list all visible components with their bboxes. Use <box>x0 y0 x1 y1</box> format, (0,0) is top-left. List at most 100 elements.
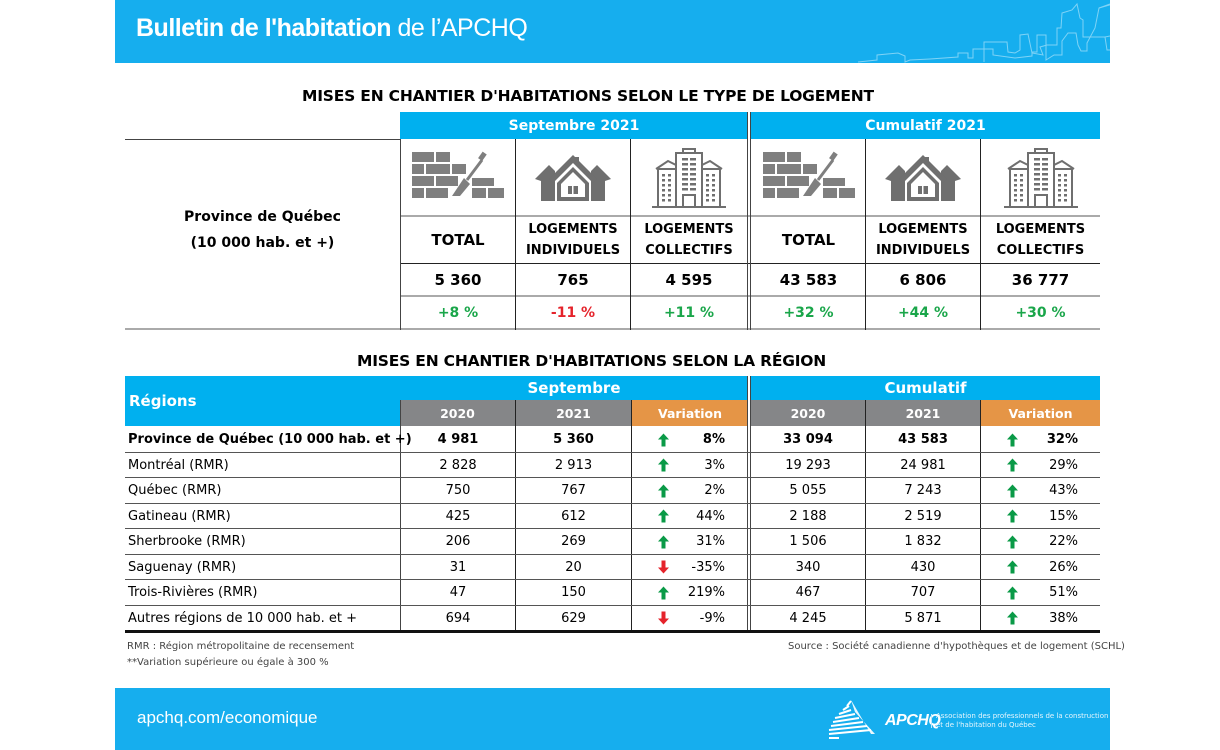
column-header-line1: LOGEMENTS <box>878 222 968 237</box>
rmr-note: RMR : Région métropolitaine de recenseme… <box>127 641 355 652</box>
arrow-up-icon <box>658 509 669 523</box>
website-link[interactable]: apchq.com/economique <box>137 708 318 727</box>
sept-2020-cell: 206 <box>445 534 471 550</box>
sept-2021-cell: 5 360 <box>553 432 594 448</box>
table2-title: MISES EN CHANTIER D'HABITATIONS SELON LA… <box>357 352 827 370</box>
cumul-variation-cell: 51% <box>981 580 1100 606</box>
cumul-variation-cell: 22% <box>981 529 1100 555</box>
column-header-line1: TOTAL <box>431 230 485 249</box>
sept-variation-value: 2% <box>704 483 725 499</box>
region-name: Gatineau (RMR) <box>128 508 231 524</box>
cumul-2020-cell: 33 094 <box>783 432 833 448</box>
sept-2020-cell: 425 <box>445 508 471 524</box>
row-divider <box>125 451 1100 453</box>
region-name: Saguenay (RMR) <box>128 559 237 575</box>
cumul-variation-value: 38% <box>1049 610 1078 626</box>
cumul-variation-value: 43% <box>1049 483 1078 499</box>
sept-2020-cell: 750 <box>445 483 471 499</box>
arrow-up-icon <box>1007 586 1018 600</box>
sept-variation-cell: -35% <box>632 555 747 581</box>
table1-title: MISES EN CHANTIER D'HABITATIONS SELON LE… <box>302 87 874 105</box>
sept-2021-cell: 612 <box>561 508 586 524</box>
cumul-2020-cell: 467 <box>795 585 821 601</box>
sept-variation-value: 3% <box>704 457 725 473</box>
value-cell: 36 777 <box>1011 270 1070 289</box>
value-cell: 765 <box>557 270 589 289</box>
column-header: TOTAL <box>752 217 865 263</box>
sept-variation-cell: 3% <box>632 453 747 479</box>
col-header-sept-variation: Variation <box>632 400 748 426</box>
arrow-up-icon <box>658 458 669 472</box>
logo-subtitle: Association des professionnels de la con… <box>936 712 1108 729</box>
title-bold-part: Bulletin de l'habitation <box>136 14 392 42</box>
column-header: TOTAL <box>401 217 515 263</box>
brick-wall-trowel-icon <box>401 140 515 215</box>
divider <box>630 139 631 330</box>
divider <box>515 139 516 330</box>
region-name: Trois-Rivières (RMR) <box>128 585 258 601</box>
group-header-cumulatif: Cumulatif <box>751 376 1100 400</box>
cumul-variation-value: 29% <box>1049 457 1078 473</box>
house-icon <box>516 140 630 215</box>
sept-2020-cell: 31 <box>449 559 467 575</box>
cumul-2020-cell: 1 506 <box>789 534 827 550</box>
divider <box>515 400 516 630</box>
cumul-2020-cell: 340 <box>795 559 821 575</box>
column-header-line1: TOTAL <box>781 230 836 249</box>
divider <box>865 400 866 630</box>
group-header-cumulatif: Cumulatif 2021 <box>751 112 1100 139</box>
cumul-2020-cell: 5 055 <box>789 483 827 499</box>
column-header-line1: LOGEMENTS <box>644 222 734 237</box>
sept-variation-cell: 8% <box>632 427 747 453</box>
value-cell: 5 360 <box>434 270 482 289</box>
column-header-line2: INDIVIDUELS <box>525 243 621 258</box>
brick-wall-trowel-icon <box>752 140 865 215</box>
arrow-up-icon <box>658 484 669 498</box>
change-cell: +30 % <box>1015 304 1066 321</box>
column-header-line2: COLLECTIFS <box>645 243 733 258</box>
divider <box>980 139 981 330</box>
arrow-up-icon <box>1007 433 1018 447</box>
sept-variation-value: 44% <box>696 508 725 524</box>
city-skyline-icon <box>857 3 1110 63</box>
col-header-cumul-2021: 2021 <box>866 400 980 426</box>
sept-variation-cell: -9% <box>632 606 747 632</box>
region-name: Montréal (RMR) <box>128 457 229 473</box>
table-row: Québec (RMR) 750 767 2% 5 055 7 243 43% <box>125 478 1100 504</box>
cumul-variation-cell: 29% <box>981 453 1100 479</box>
table-row: Montréal (RMR) 2 828 2 913 3% 19 293 24 … <box>125 453 1100 479</box>
arrow-up-icon <box>1007 484 1018 498</box>
source-note: Source : Société canadienne d'hypothèque… <box>788 641 1125 652</box>
change-cell: +32 % <box>783 304 834 321</box>
arrow-up-icon <box>1007 509 1018 523</box>
row-divider <box>125 630 1100 633</box>
cumul-2021-cell: 5 871 <box>904 610 942 626</box>
cumul-2021-cell: 1 832 <box>904 534 942 550</box>
row-divider <box>125 528 1100 529</box>
province-label-line1: Province de Québec <box>184 209 341 225</box>
logo-wordmark: APCHQ <box>885 712 941 729</box>
row-divider <box>125 502 1100 504</box>
divider <box>865 139 866 330</box>
cumul-2021-cell: 707 <box>910 585 936 601</box>
cumul-2021-cell: 2 519 <box>904 508 942 524</box>
apchq-logo: APCHQ Association des professionnels de … <box>825 698 1108 743</box>
sept-2020-cell: 4 981 <box>437 432 479 448</box>
region-name: Québec (RMR) <box>128 483 222 499</box>
logo-subtitle-line1: Association des professionnels de la con… <box>936 712 1109 720</box>
row-divider <box>125 553 1100 555</box>
cumul-variation-cell: 43% <box>981 478 1100 504</box>
arrow-up-icon <box>1007 535 1018 549</box>
sept-variation-value: -35% <box>691 559 725 575</box>
arrow-up-icon <box>658 586 669 600</box>
cumul-variation-cell: 38% <box>981 606 1100 632</box>
col-header-cumul-2020: 2020 <box>751 400 865 426</box>
group-header-septembre: Septembre <box>400 376 748 400</box>
arrow-down-icon <box>658 560 669 574</box>
column-header: LOGEMENTS INDIVIDUELS <box>516 217 630 263</box>
sept-2021-cell: 767 <box>561 483 586 499</box>
cumul-2021-cell: 24 981 <box>900 457 946 473</box>
col-header-sept-2021: 2021 <box>516 400 631 426</box>
cumul-variation-value: 26% <box>1049 559 1078 575</box>
table-row: Autres régions de 10 000 hab. et + 694 6… <box>125 606 1100 632</box>
